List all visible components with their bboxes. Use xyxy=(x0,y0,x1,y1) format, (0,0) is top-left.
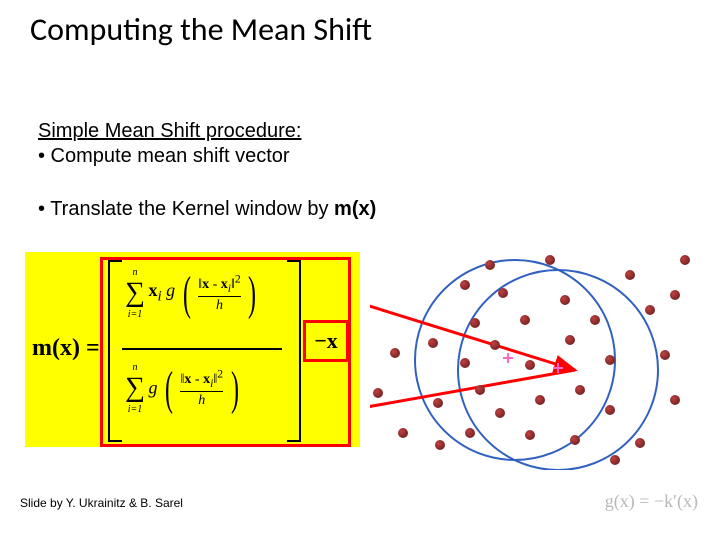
scatter-svg xyxy=(370,240,710,470)
bullet-translate-kernel: • Translate the Kernel window by m(x) xyxy=(38,198,376,221)
bracket-left xyxy=(108,260,122,442)
data-point xyxy=(680,255,690,265)
main-fraction-line xyxy=(122,348,282,350)
bullet2-mx: m(x) xyxy=(334,198,376,220)
kernel-window-circle xyxy=(415,260,615,460)
data-point xyxy=(625,270,635,280)
data-point xyxy=(670,395,680,405)
data-point xyxy=(535,395,545,405)
data-point xyxy=(398,428,408,438)
data-point xyxy=(373,388,383,398)
data-point xyxy=(460,358,470,368)
sum-lower-i: i=1 xyxy=(128,309,143,320)
data-point xyxy=(525,430,535,440)
data-point xyxy=(560,295,570,305)
data-point xyxy=(610,455,620,465)
data-point xyxy=(635,438,645,448)
data-point xyxy=(495,408,505,418)
data-point xyxy=(590,315,600,325)
denominator: n ∑ i=1 g ( ‖x - xi‖2 h ) xyxy=(125,360,243,416)
data-point xyxy=(570,435,580,445)
procedure-heading: Simple Mean Shift procedure: xyxy=(38,120,301,143)
mean-shift-arrow xyxy=(370,300,575,370)
numerator: n ∑ i=1 xi g ( ‖x - xi‖2 h ) xyxy=(125,265,260,321)
equation-lhs: m(x) = xyxy=(32,335,100,362)
bullet-compute-vector: • Compute mean shift vector xyxy=(38,145,290,168)
sigma-icon: ∑ xyxy=(125,279,145,307)
data-point xyxy=(565,335,575,345)
data-point xyxy=(575,385,585,395)
data-point xyxy=(390,348,400,358)
data-point xyxy=(605,405,615,415)
data-point xyxy=(475,385,485,395)
data-point xyxy=(490,340,500,350)
data-point xyxy=(498,288,508,298)
scatter-diagram xyxy=(370,240,710,470)
data-point xyxy=(660,350,670,360)
slide-title: Computing the Mean Shift xyxy=(30,10,372,49)
bracket-right xyxy=(287,260,301,442)
bullet2-text: • Translate the Kernel window by xyxy=(38,198,334,220)
data-point xyxy=(520,315,530,325)
data-point xyxy=(470,318,480,328)
data-point xyxy=(525,360,535,370)
data-point xyxy=(460,280,470,290)
data-point xyxy=(670,290,680,300)
data-point xyxy=(485,260,495,270)
data-point xyxy=(465,428,475,438)
data-point xyxy=(428,338,438,348)
data-point xyxy=(435,440,445,450)
data-point xyxy=(605,355,615,365)
data-point xyxy=(645,305,655,315)
data-point xyxy=(433,398,443,408)
kernel-derivative-eq: g(x) = −k′(x) xyxy=(605,491,698,512)
x-highlight-box: −x xyxy=(303,320,349,362)
data-point xyxy=(545,255,555,265)
slide-credit: Slide by Y. Ukrainitz & B. Sarel xyxy=(20,496,183,510)
